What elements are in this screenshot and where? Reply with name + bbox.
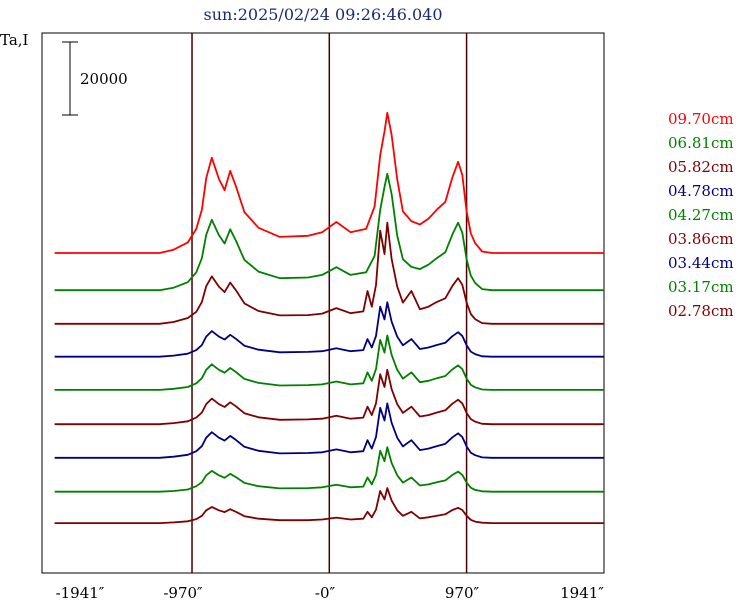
series-line-06.81cm xyxy=(54,172,604,292)
legend-entry: 03.44cm xyxy=(668,254,734,272)
legend: 09.70cm 06.81cm 05.82cm 04.78cm 04.27cm 03.86… xyxy=(668,110,734,320)
reference-lines xyxy=(191,33,468,573)
series-line-03.44cm xyxy=(54,402,604,459)
x-tick-label: -1941″ xyxy=(56,584,105,602)
x-tick-label: -0″ xyxy=(315,584,336,602)
scale-bar: 20000 xyxy=(62,41,128,116)
legend-entry: 09.70cm xyxy=(668,110,734,128)
legend-entry: 04.27cm xyxy=(668,206,734,224)
x-tick-label: 970″ xyxy=(445,584,480,602)
legend-entry: 06.81cm xyxy=(668,134,734,152)
series-line-04.78cm xyxy=(54,301,604,358)
y-axis-label: Ta,I xyxy=(0,31,29,49)
legend-entry: 05.82cm xyxy=(668,158,734,176)
legend-entry: 03.86cm xyxy=(668,230,734,248)
legend-entry: 02.78cm xyxy=(668,302,734,320)
legend-entry: 04.78cm xyxy=(668,182,734,200)
series-line-09.70cm xyxy=(54,111,604,254)
plot-frame xyxy=(41,32,605,574)
series-group xyxy=(54,111,604,524)
scale-bar-label: 20000 xyxy=(80,70,128,88)
x-tick-labels: -1941″ -970″ -0″ 970″ 1941″ xyxy=(56,584,605,602)
chart-title: sun:2025/02/24 09:26:46.040 xyxy=(204,5,443,24)
series-line-03.86cm xyxy=(54,368,604,426)
series-line-03.17cm xyxy=(54,446,604,493)
series-line-04.27cm xyxy=(54,334,604,391)
x-tick-label: -970″ xyxy=(163,584,203,602)
series-line-05.82cm xyxy=(54,221,604,325)
legend-entry: 03.17cm xyxy=(668,278,734,296)
x-tick-label: 1941″ xyxy=(560,584,604,602)
series-line-02.78cm xyxy=(54,487,604,524)
